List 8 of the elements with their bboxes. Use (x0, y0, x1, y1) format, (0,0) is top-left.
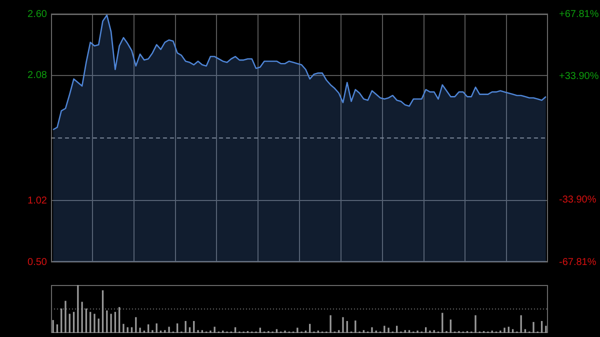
y-tick-label: 0.50 (28, 256, 48, 268)
y2-tick-label: +33.90% (559, 70, 599, 82)
y2-tick-label: +67.81% (559, 8, 599, 20)
y-tick-label: 1.02 (28, 195, 48, 206)
y2-tick-label: -33.90% (559, 194, 596, 206)
y2-tick-label: -67.81% (559, 256, 596, 268)
y-tick-label: 2.08 (28, 70, 48, 82)
y-tick-label: 2.60 (28, 8, 48, 20)
